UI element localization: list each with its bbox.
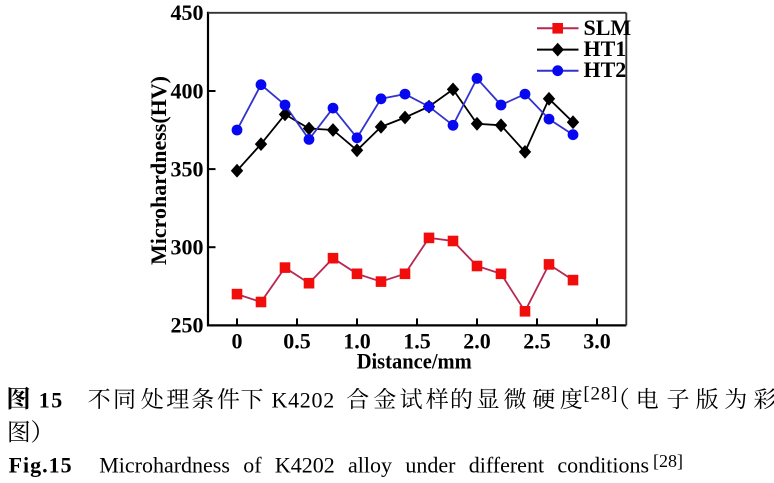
svg-text:250: 250 <box>171 313 204 338</box>
svg-text:[28]: [28] <box>583 383 618 404</box>
svg-text:Distance/mm: Distance/mm <box>357 349 472 374</box>
svg-text:1.5: 1.5 <box>403 329 431 354</box>
svg-text:15: 15 <box>39 387 64 412</box>
svg-text:3.0: 3.0 <box>583 329 611 354</box>
svg-text:0.5: 0.5 <box>283 329 311 354</box>
svg-text:[28]: [28] <box>653 451 683 471</box>
svg-text:Microhardness(HV): Microhardness(HV) <box>146 76 171 265</box>
svg-text:1.0: 1.0 <box>343 329 371 354</box>
svg-text:0: 0 <box>232 329 243 354</box>
svg-text:350: 350 <box>171 156 204 181</box>
svg-text:2.5: 2.5 <box>523 329 551 354</box>
svg-text:400: 400 <box>171 78 204 103</box>
svg-text:K4202: K4202 <box>272 387 335 412</box>
svg-text:2.0: 2.0 <box>463 329 491 354</box>
svg-text:SLM: SLM <box>584 15 632 40</box>
svg-text:HT1: HT1 <box>584 36 627 61</box>
svg-text:HT2: HT2 <box>584 57 627 82</box>
svg-text:450: 450 <box>171 0 204 25</box>
svg-text:Fig.15: Fig.15 <box>9 453 73 478</box>
svg-text:Microhardness of K4202 alloy u: Microhardness of K4202 alloy under diffe… <box>99 453 649 478</box>
svg-text:300: 300 <box>171 235 204 260</box>
